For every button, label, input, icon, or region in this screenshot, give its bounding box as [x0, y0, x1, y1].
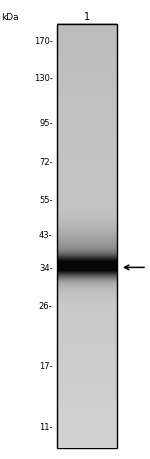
- Text: 26-: 26-: [39, 301, 52, 310]
- Text: 95-: 95-: [39, 118, 52, 128]
- Text: 130-: 130-: [34, 74, 52, 83]
- Text: 17-: 17-: [39, 361, 52, 370]
- Text: 1: 1: [84, 11, 90, 22]
- Text: 34-: 34-: [39, 263, 52, 272]
- Text: 43-: 43-: [39, 230, 52, 239]
- Bar: [57, 25, 117, 448]
- Text: kDa: kDa: [2, 12, 19, 22]
- Text: 72-: 72-: [39, 157, 52, 167]
- Text: 55-: 55-: [39, 196, 52, 204]
- Text: 11-: 11-: [39, 422, 52, 431]
- Text: 170-: 170-: [34, 36, 52, 45]
